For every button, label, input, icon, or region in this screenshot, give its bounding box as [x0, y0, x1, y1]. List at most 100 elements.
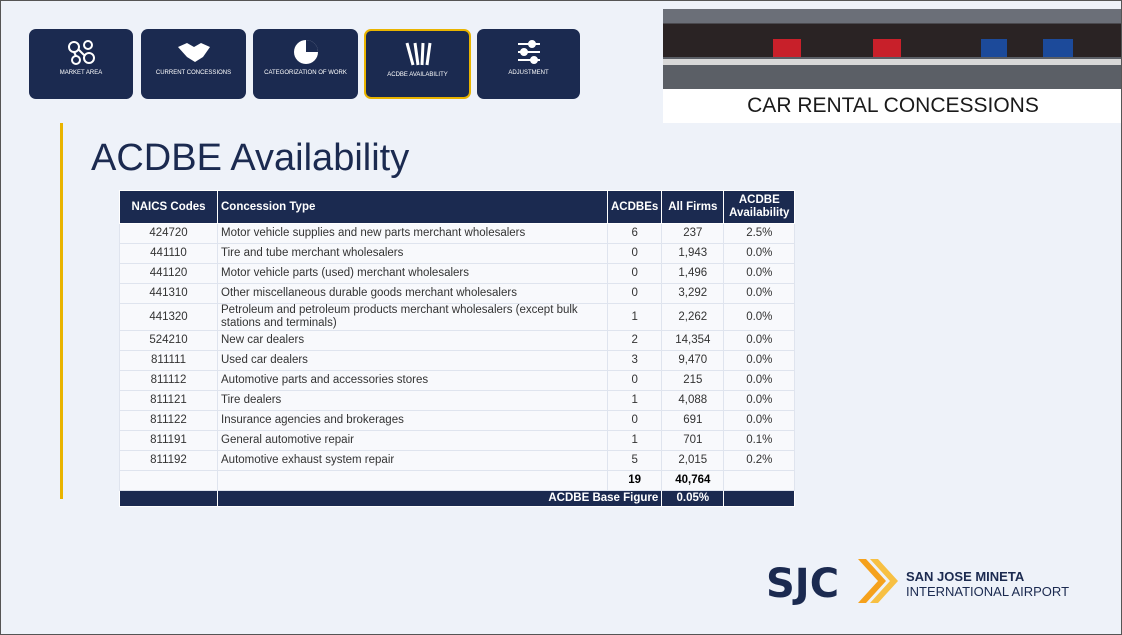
table-cell: 441120: [120, 264, 218, 284]
nav-label: CATEGORIZATION OF WORK: [253, 69, 358, 77]
page-heading: ACDBE Availability: [91, 137, 409, 180]
icon: [401, 39, 435, 69]
table-cell: General automotive repair: [218, 431, 608, 451]
table-cell: 0.0%: [724, 284, 795, 304]
table-cell: 3,292: [662, 284, 724, 304]
empty-cell: [724, 491, 795, 507]
logo: SJC SAN JOSE MINETA INTERNATIONAL AIRPOR…: [766, 551, 1106, 613]
base-label: ACDBE Base Figure: [218, 491, 662, 507]
nav-label: MARKET AREA: [29, 69, 133, 77]
table-cell: Motor vehicle supplies and new parts mer…: [218, 224, 608, 244]
nav-button[interactable]: MARKET AREA: [29, 29, 133, 99]
table-cell: 0: [608, 284, 662, 304]
table-cell: 811191: [120, 431, 218, 451]
table-cell: 0.0%: [724, 264, 795, 284]
table-cell: 215: [662, 371, 724, 391]
icon: [64, 37, 98, 67]
table-cell: 2,262: [662, 304, 724, 331]
empty-cell: [120, 471, 218, 491]
banner-photo: [663, 9, 1122, 89]
table-cell: Tire and tube merchant wholesalers: [218, 244, 608, 264]
table-cell: 5: [608, 451, 662, 471]
table-cell: 2.5%: [724, 224, 795, 244]
table-cell: 811121: [120, 391, 218, 411]
table-cell: Automotive parts and accessories stores: [218, 371, 608, 391]
table-cell: 0.0%: [724, 351, 795, 371]
table-cell: Automotive exhaust system repair: [218, 451, 608, 471]
table-cell: 441310: [120, 284, 218, 304]
table-cell: 524210: [120, 331, 218, 351]
accent-line: [60, 123, 63, 499]
nav-button[interactable]: ACDBE AVAILABILITY: [364, 29, 471, 99]
table-cell: 1: [608, 391, 662, 411]
column-header: ACDBE Availability: [724, 191, 795, 224]
table-cell: 441320: [120, 304, 218, 331]
table-cell: 0.0%: [724, 244, 795, 264]
table-cell: 811111: [120, 351, 218, 371]
icon: [175, 37, 213, 67]
table-cell: Tire dealers: [218, 391, 608, 411]
nav-label: ACDBE AVAILABILITY: [366, 71, 469, 79]
nav-button[interactable]: CATEGORIZATION OF WORK: [253, 29, 358, 99]
table-cell: 1: [608, 304, 662, 331]
photo-art: [663, 9, 1122, 89]
table-cell: 1: [608, 431, 662, 451]
column-header: NAICS Codes: [120, 191, 218, 224]
table-cell: 9,470: [662, 351, 724, 371]
banner-title: CAR RENTAL CONCESSIONS: [663, 89, 1122, 123]
table-cell: 691: [662, 411, 724, 431]
table-cell: 811122: [120, 411, 218, 431]
icon: [514, 37, 544, 67]
table-cell: 0.2%: [724, 451, 795, 471]
table-cell: New car dealers: [218, 331, 608, 351]
table-cell: 0.0%: [724, 304, 795, 331]
table-cell: 701: [662, 431, 724, 451]
logo-chevrons: [858, 559, 898, 603]
table-cell: Petroleum and petroleum products merchan…: [218, 304, 608, 331]
nav-button[interactable]: CURRENT CONCESSIONS: [141, 29, 246, 99]
table-cell: 0.1%: [724, 431, 795, 451]
logo-line2: INTERNATIONAL AIRPORT: [906, 584, 1069, 599]
table-cell: 424720: [120, 224, 218, 244]
table-cell: 0: [608, 411, 662, 431]
table-cell: 0.0%: [724, 391, 795, 411]
table-cell: 2: [608, 331, 662, 351]
table-cell: 3: [608, 351, 662, 371]
total-cell: 19: [608, 471, 662, 491]
table-cell: 0.0%: [724, 331, 795, 351]
table-cell: 6: [608, 224, 662, 244]
table-cell: Insurance agencies and brokerages: [218, 411, 608, 431]
table-cell: 14,354: [662, 331, 724, 351]
base-value: 0.05%: [662, 491, 724, 507]
column-header: ACDBEs: [608, 191, 662, 224]
icon: [291, 37, 321, 67]
table-cell: 0: [608, 264, 662, 284]
table-cell: 2,015: [662, 451, 724, 471]
nav-button[interactable]: ADJUSTMENT: [477, 29, 580, 99]
column-header: Concession Type: [218, 191, 608, 224]
table-cell: 0.0%: [724, 411, 795, 431]
total-cell: 40,764: [662, 471, 724, 491]
logo-line1: SAN JOSE MINETA: [906, 569, 1025, 584]
table-cell: Other miscellaneous durable goods mercha…: [218, 284, 608, 304]
slide: MARKET AREA CURRENT CONCESSIONS CATEGORI…: [0, 0, 1122, 635]
empty-cell: [724, 471, 795, 491]
table-cell: Motor vehicle parts (used) merchant whol…: [218, 264, 608, 284]
empty-cell: [218, 471, 608, 491]
table-cell: 0: [608, 371, 662, 391]
table-cell: 811112: [120, 371, 218, 391]
